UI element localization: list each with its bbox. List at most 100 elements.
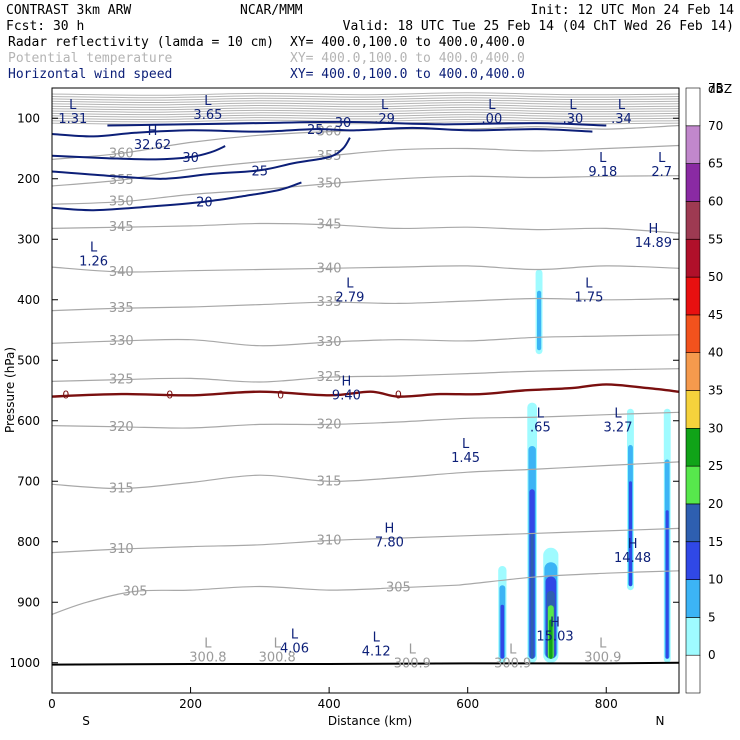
colorbar-label: 45 [708,308,723,322]
wind-speed-contour-25 [51,137,351,180]
field-wind-name: Horizontal wind speed [8,67,172,82]
colorbar-swatch [685,125,701,164]
low-marker: L [381,98,389,113]
extremum-value: 4.06 [280,642,309,657]
y-tick-label: 700 [17,474,40,488]
wind-speed-contour-30 [107,120,607,127]
extremum-value: .29 [374,112,395,127]
theta-contour-label: 350 [109,195,134,210]
extremum-value: .00 [482,112,503,127]
colorbar-swatch [685,352,701,391]
y-tick-label: 800 [17,535,40,549]
y-tick-label: 100 [17,111,40,125]
theta-contour-label: 320 [317,417,342,432]
reflectivity-cell-e-15dbz [665,510,669,659]
wind-speed-contour-label: 30 [335,116,352,131]
south-label: S [82,714,90,728]
colorbar-label: 35 [708,384,723,398]
center-name: NCAR/MMM [240,3,303,18]
colorbar-unit: dBZ [708,82,732,96]
potential-temperature-layer: 305 305 310 310 315 315 320 320 325 325 330 330 335 3… [51,92,680,615]
wind-speed-contour-label: 30 [182,151,199,166]
extremum-value: 4.12 [362,645,391,660]
x-tick-label: 400 [318,697,341,711]
theta-contour-label: 315 [109,482,134,497]
high-marker: H [550,616,560,631]
theta-contour-330 [51,334,680,347]
theta-stack-line [51,104,680,108]
reflectivity-cell-a-15dbz [500,604,505,659]
theta-contour-label: 310 [109,542,134,557]
theta-stack-line [51,114,680,118]
theta-contour-label: 305 [123,584,148,599]
colorbar-label: 70 [708,119,723,133]
theta-contour-label: 345 [317,218,342,233]
header: CONTRAST 3km ARW NCAR/MMM Init: 12 UTC M… [6,3,734,82]
colorbar-label: 40 [708,346,723,360]
freezing-level-label: 0 [166,389,173,402]
theta-contour-320 [51,411,680,429]
low-marker: L [204,637,212,652]
extremum-value: 7.80 [375,536,404,551]
low-marker: L [618,98,626,113]
theta-contour-305 [51,570,680,615]
extremum-value: 300.9 [584,651,621,666]
theta-contour-340 [51,265,680,273]
wind-speed-contour-30 [51,145,226,161]
freezing-level-line [51,383,680,398]
wind-speed-contour-label: 25 [307,123,324,138]
theta-contour-label: 335 [109,301,134,316]
colorbar-swatch [685,503,701,542]
colorbar-swatch [685,465,701,505]
theta-contour-335 [51,297,680,312]
x-tick-label: 0 [48,697,56,711]
y-tick-label: 300 [17,232,40,246]
extremum-value: .34 [611,112,632,127]
theta-contour-label: 305 [386,581,411,596]
y-tick-label: 400 [17,293,40,307]
extremum-value: 2.7 [651,165,672,180]
extremum-value: .30 [563,112,584,127]
high-marker: H [342,375,352,390]
colorbar-swatch [685,617,701,656]
y-tick-label: 500 [17,353,40,367]
theta-contour-350 [51,175,680,205]
low-marker: L [409,643,417,658]
freezing-level-label: 0 [395,389,402,402]
colorbar-label: 60 [708,194,723,208]
colorbar-swatch [685,239,701,278]
field-reflectivity-name: Radar reflectivity (lamda = 10 cm) [8,35,274,50]
model-name: CONTRAST 3km ARW [6,3,131,18]
theta-contour-310 [51,527,680,554]
wind-speed-contour-25 [51,126,593,138]
theta-stack-line [51,92,680,96]
field-reflectivity-xy: XY= 400.0,100.0 to 400.0,400.0 [290,35,525,50]
extremum-value: 3.65 [193,108,222,123]
theta-contour-label: 350 [317,177,342,192]
low-marker: L [291,628,299,643]
theta-stack-line [51,99,680,104]
low-marker: L [599,637,607,652]
colorbar-swatch [685,654,701,694]
extremum-value: 1.75 [574,291,603,306]
colorbar-label: 65 [708,157,723,171]
theta-contour-label: 315 [317,474,342,489]
extremum-value: 9.18 [588,165,617,180]
y-axis-label: Pressure (hPa) [3,347,17,433]
y-tick-label: 200 [17,172,40,186]
field-theta-name: Potential temperature [8,51,173,66]
colorbar: 0 5 10 15 20 25 30 35 40 45 50 55 60 65 70 75 [685,81,723,694]
extremum-value: 14.89 [635,236,672,251]
colorbar-label: 50 [708,270,723,284]
wind-speed-layer: 30 25 30 25 20 [51,116,607,212]
freezing-level-label: 0 [277,389,284,402]
high-marker: H [148,124,158,139]
theta-contour-label: 325 [317,370,342,385]
reflectivity-layer [498,269,671,663]
low-marker: L [585,277,593,292]
colorbar-swatch [685,87,701,127]
colorbar-label: 0 [708,648,716,662]
theta-stack-line [51,97,680,101]
